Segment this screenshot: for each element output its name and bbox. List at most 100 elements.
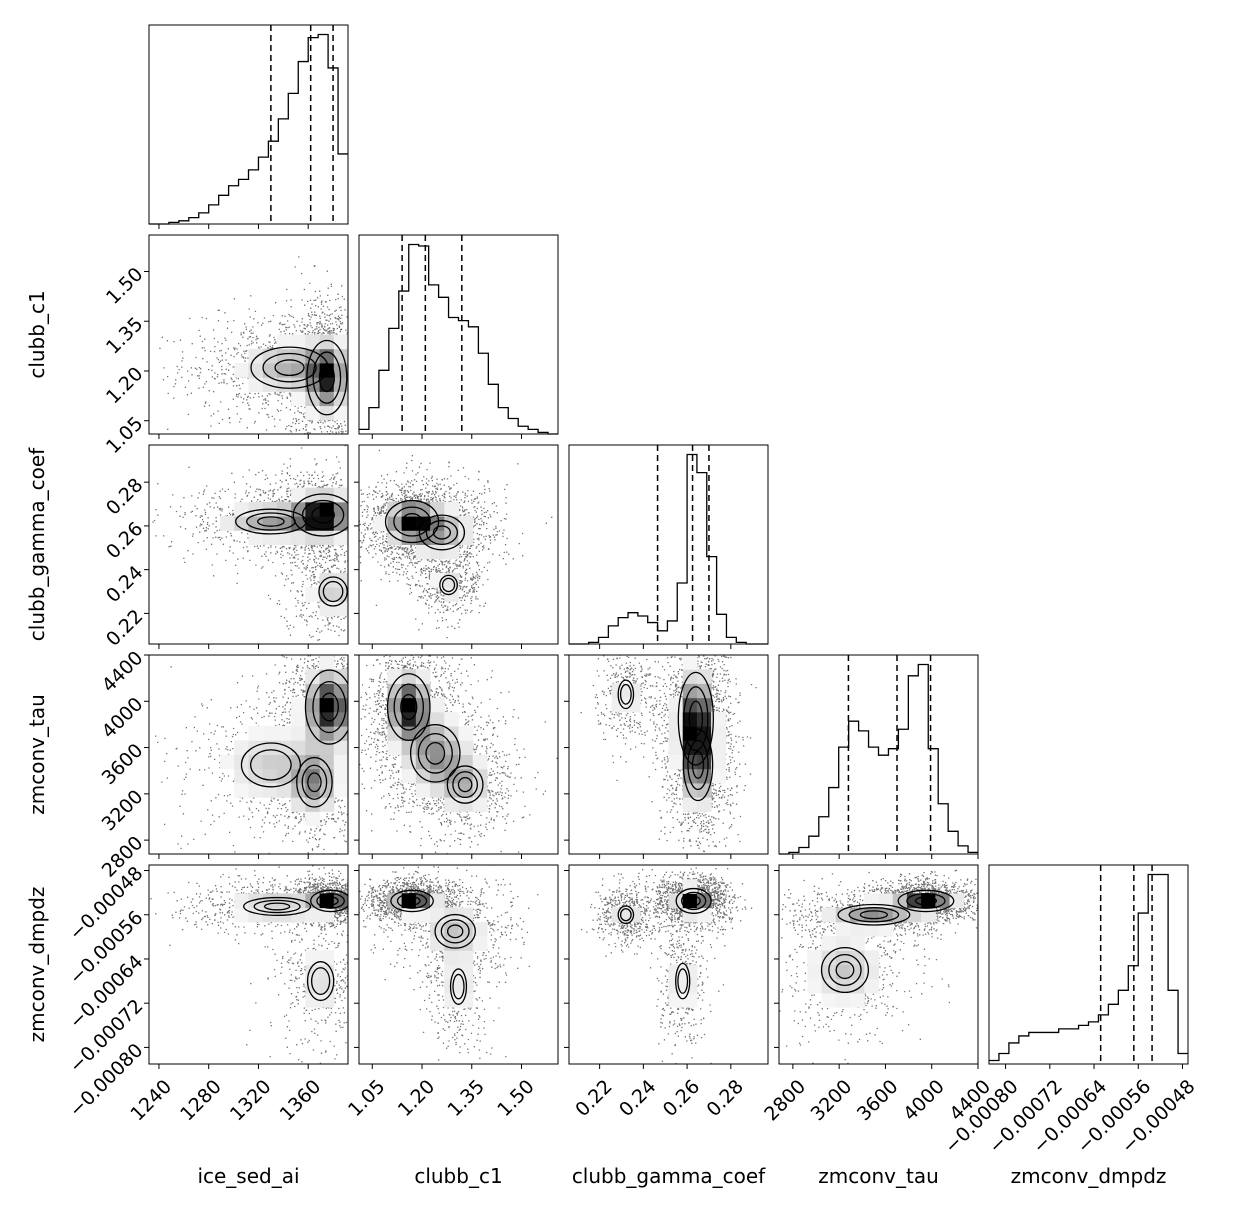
contour-line [820, 947, 870, 994]
contour-line [322, 896, 339, 906]
density-cell [430, 711, 445, 727]
axes-frame [148, 654, 349, 855]
contour-line [393, 683, 424, 731]
x-axis-label: ice_sed_ai [197, 1164, 299, 1188]
hist-bg [359, 235, 558, 434]
contour-line [619, 908, 632, 922]
density-cell [682, 797, 698, 812]
density-cell [401, 768, 417, 784]
scatter-panel-ice_sed_ai-clubb_c1 [148, 234, 349, 435]
contour-line [677, 671, 714, 766]
contour-line [401, 513, 423, 531]
density-cell [935, 893, 951, 909]
contour-line [318, 576, 348, 607]
x-tick-label: 1320 [226, 1076, 276, 1126]
contour-line [675, 962, 691, 1000]
contour-line [688, 700, 704, 737]
density-cell [668, 740, 684, 755]
x-tick-label: 0.22 [571, 1076, 616, 1121]
density-cell [220, 754, 235, 770]
panel-content [359, 865, 539, 1061]
contour-line [393, 506, 431, 537]
density-cell [291, 530, 306, 545]
density-cell [682, 711, 698, 727]
contour-line [263, 902, 291, 911]
density-cell [387, 669, 403, 684]
y-tick-label: 0.24 [102, 562, 147, 607]
density-cell [319, 797, 335, 812]
contour-line [243, 896, 312, 917]
contour-line [250, 749, 292, 781]
density-cell [458, 964, 474, 980]
density-cell [949, 893, 965, 909]
contour-line [306, 961, 335, 1002]
contour-line [686, 895, 701, 907]
density-cell [430, 936, 445, 951]
hist-step [569, 453, 768, 645]
density-cell [682, 907, 698, 923]
density-cell [668, 992, 684, 1008]
density-cell [821, 907, 837, 923]
density-cell [401, 501, 417, 517]
contour-line [311, 506, 335, 524]
contour-line [680, 891, 707, 911]
density-cell [864, 978, 879, 994]
density-cell [387, 893, 403, 909]
density-cell [305, 754, 321, 770]
contour-line [262, 352, 317, 383]
contour-line [390, 889, 434, 913]
density-cell [291, 726, 306, 741]
hist-bg [989, 865, 1188, 1064]
density-cell [262, 377, 278, 392]
density-cell [444, 797, 459, 812]
density-cell [291, 893, 306, 909]
density-cell [333, 669, 348, 684]
density-cell [319, 950, 335, 965]
contour-line [312, 680, 347, 734]
contour-line [246, 512, 296, 531]
y-tick-label: 1.20 [102, 363, 147, 408]
axes-frame [358, 654, 559, 855]
density-cell [319, 978, 335, 994]
density-cell [850, 921, 865, 937]
contour-line [307, 772, 322, 793]
density-cell [458, 530, 474, 545]
density-cell [333, 334, 348, 350]
y-axis-label: zmconv_tau [25, 694, 49, 815]
density-cell [276, 782, 292, 798]
contour-line [274, 359, 305, 377]
density-cell [319, 711, 335, 727]
density-cell [835, 992, 851, 1008]
density-cell [458, 907, 474, 923]
contour-line [683, 686, 709, 752]
density-cell [864, 964, 879, 980]
scatter-panel-ice_sed_ai-clubb_gamma_coef [148, 444, 349, 645]
y-axis-label: clubb_gamma_coef [25, 447, 49, 641]
density-cell [430, 697, 445, 713]
density-cell [401, 907, 417, 923]
density-cell [444, 921, 459, 937]
contour-line [619, 683, 632, 705]
density-cell [415, 726, 431, 741]
density-cell [430, 907, 445, 923]
density-cell [262, 768, 278, 784]
panel-content [359, 449, 553, 639]
contour-line [301, 499, 345, 531]
hist-panel-clubb_gamma_coef [568, 444, 769, 645]
contour-line [386, 673, 431, 742]
x-tick-label: 4000 [899, 1076, 949, 1126]
contour-line [310, 889, 348, 913]
density-cell [430, 782, 445, 798]
contour-line [316, 892, 345, 909]
density-cell [864, 921, 879, 937]
x-tick-label: 1.20 [394, 1076, 439, 1121]
density-cell [319, 683, 335, 699]
density-cell [415, 893, 431, 909]
panel-content [779, 869, 978, 1064]
contour-line [906, 892, 946, 909]
density-cell [248, 768, 264, 784]
density-cell [472, 782, 488, 798]
density-cell [248, 782, 264, 798]
density-cell [387, 726, 403, 741]
density-cell [696, 711, 712, 727]
